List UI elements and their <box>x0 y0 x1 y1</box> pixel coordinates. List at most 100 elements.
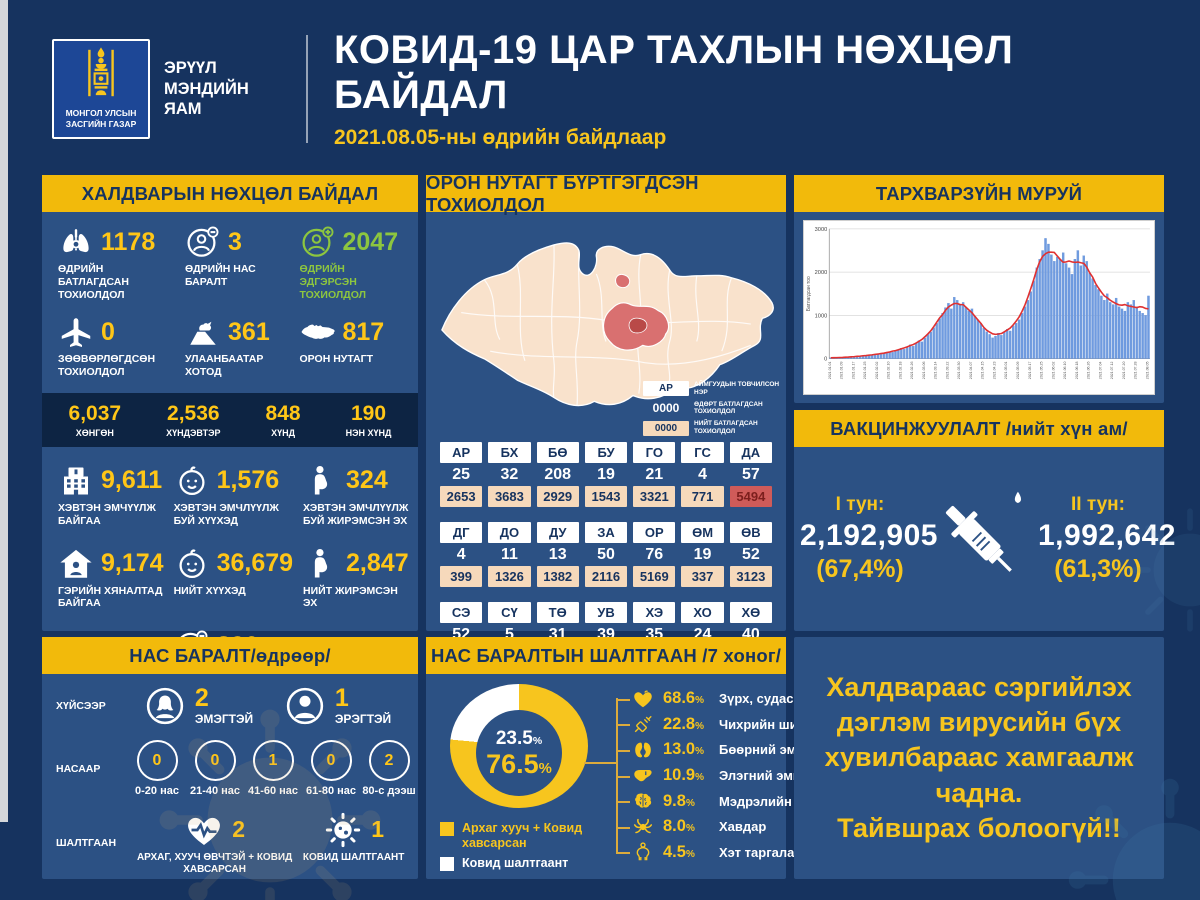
map-legend-label: НИЙТ БАТЛАГДСАН ТОХИОЛДОЛ <box>694 420 758 436</box>
aimag-code: ДУ <box>536 522 579 543</box>
aimag-total-count: 5169 <box>633 566 676 587</box>
stat-label: УЛААНБААТАР ХОТОД <box>185 353 264 379</box>
gender-count: 2 <box>194 684 209 712</box>
age-group-count: 0 <box>310 740 352 781</box>
aimag-code: ДО <box>488 522 531 543</box>
aimag-daily-count: 13 <box>548 546 567 563</box>
stat-item: 1,576 ХЭВТЭН ЭМЧЛҮҮЛЖ БУЙ ХҮҮХЭД <box>174 463 293 528</box>
stat-value: 361 <box>228 317 270 346</box>
age-group-item: 0 0-20 нас <box>128 740 186 798</box>
aimag-group: АР БХ БӨ БУ ГО ГС ДА 25 32 208 19 21 4 57 2653 3683 2929… <box>440 442 772 507</box>
stat-value: 2,847 <box>346 549 409 578</box>
stat-label: ГЭРИЙН ХЯНАЛТАД БАЙГАА <box>58 584 163 610</box>
comorbidity-percent: 68.6% <box>663 689 705 708</box>
death-cause-label: КОВИД ШАЛТГААНТ <box>302 851 405 863</box>
header: МОНГОЛ УЛСЫН ЗАСГИЙН ГАЗАР ЭРҮҮЛ МЭНДИЙН… <box>52 26 1164 152</box>
stat-label: ХЭВТЭН ЭМЧҮҮЛЖ БАЙГАА <box>58 501 156 527</box>
death-cause-label: АРХАГ, ХУУЧ ӨВЧТЭЙ + КОВИД ХАВСАРСАН <box>136 851 293 876</box>
hospital-icon <box>58 463 94 499</box>
aimag-daily-count: 4 <box>456 546 466 563</box>
aimag-code: ТӨ <box>536 602 579 623</box>
gender-item: 2 ЭМЭГТЭЙ <box>143 684 253 728</box>
age-group-label: 41-60 нас <box>247 785 299 797</box>
aimag-daily-count: 5 <box>504 626 514 643</box>
stat-item: 2047 ӨДРИЙН ЭДГЭРСЭН ТОХИОЛДОЛ <box>300 224 405 301</box>
svg-text:3000: 3000 <box>815 227 828 233</box>
comorbidity-percent: 10.9% <box>663 766 705 785</box>
page-title: КОВИД-19 ЦАР ТАХЛЫН НӨХЦӨЛ БАЙДАЛ <box>334 28 1014 117</box>
severity-label: НЭН ХҮНД <box>345 427 392 438</box>
logo-text: МОНГОЛ УЛСЫН ЗАСГИЙН ГАЗАР <box>65 108 137 129</box>
heart-pulse-icon <box>184 810 224 850</box>
svg-text:2021.01.17: 2021.01.17 <box>851 362 855 380</box>
stat-item: 361 УЛААНБААТАР ХОТОД <box>185 314 289 379</box>
aimag-daily-count: 52 <box>741 546 760 563</box>
dose1-value: 2,192,905 <box>800 519 938 552</box>
svg-text:2021.01.01: 2021.01.01 <box>828 362 832 380</box>
map-legend-swatch: 0000 <box>652 401 680 416</box>
aimag-total-count: 771 <box>681 486 724 507</box>
mongolia-map-container: АР АЙМГУУДЫН ТОВЧИЛСОН НЭР 0000 ӨДӨРТ БАТЛА… <box>426 212 786 440</box>
age-group-count: 2 <box>368 740 410 781</box>
aimag-code: АР <box>440 442 483 463</box>
death-cause-count: 1 <box>371 816 384 843</box>
donut-comorbid-pct: 76.5% <box>486 748 552 779</box>
svg-text:2021.01.09: 2021.01.09 <box>839 362 843 380</box>
gender-count: 1 <box>334 684 349 712</box>
age-group-count: 0 <box>194 740 236 781</box>
capital-region <box>628 317 648 334</box>
severity-item: 848 ХҮНД <box>266 402 301 438</box>
age-group-label: 80-с дээш <box>362 785 416 797</box>
dose1-label: I тун: <box>835 494 885 515</box>
virus-icon <box>323 810 363 850</box>
aimag-total-count: 337 <box>681 566 724 587</box>
epidemic-curve-panel: ТАРХВАРЗҮЙН МУРУЙ 0 1000 2000 3000 2021.01.0… <box>794 175 1164 403</box>
severity-value: 190 <box>351 401 387 425</box>
ministry-name: ЭРҮҮЛ МЭНДИЙН ЯАМ <box>164 59 249 119</box>
age-group-count: 0 <box>136 740 178 781</box>
svg-text:2021.03.06: 2021.03.06 <box>922 362 926 380</box>
stat-item: 0 ЗӨӨВӨРЛӨГДСӨН ТОХИОЛДОЛ <box>58 314 175 379</box>
aimag-total-count: 3683 <box>488 486 531 507</box>
epidemic-curve-chart: 0 1000 2000 3000 2021.01.01 2021.01.09 2021.01… <box>803 220 1155 395</box>
gender-item: 1 ЭРЭГТЭЙ <box>283 684 391 728</box>
aimag-daily-count: 19 <box>597 466 615 483</box>
svg-text:2021.04.07: 2021.04.07 <box>969 362 973 380</box>
donut-legend: Архаг хууч + Ковид хавсарсан Ковид шалтга… <box>440 816 598 871</box>
stat-item: 9,174 ГЭРИЙН ХЯНАЛТАД БАЙГАА <box>58 546 164 611</box>
comorbidity-percent: 22.8% <box>663 714 705 733</box>
infection-panel-title: ХАЛДВАРЫН НӨХЦӨЛ БАЙДАЛ <box>42 175 418 212</box>
comorbidity-label: Хэт таргалалт <box>719 844 809 860</box>
death-cause-donut-chart: 23.5% 76.5% <box>450 684 588 808</box>
aimag-total-count: 2653 <box>440 486 483 507</box>
donut-connector-line <box>584 762 616 764</box>
map-legend: АР АЙМГУУДЫН ТОВЧИЛСОН НЭР 0000 ӨДӨРТ БАТЛА… <box>643 378 780 436</box>
regional-cases-panel: ОРОН НУТАГТ БҮРТГЭГДСЭН ТОХИОЛДОЛ <box>426 172 786 667</box>
comorbidity-percent: 13.0% <box>663 740 705 759</box>
aimag-total-count: 2116 <box>584 566 628 587</box>
severity-label: ХӨНГӨН <box>75 427 114 438</box>
government-logo: МОНГОЛ УЛСЫН ЗАСГИЙН ГАЗАР <box>52 39 150 139</box>
baby-icon <box>174 463 210 499</box>
person-minus-icon <box>185 224 221 260</box>
donut-legend-item: Архаг хууч + Ковид хавсарсан <box>440 821 598 851</box>
stat-value: 817 <box>342 317 385 346</box>
aimag-total-count: 1326 <box>488 566 531 587</box>
aimag-daily-count: 11 <box>500 546 518 563</box>
severity-item: 6,037 ХӨНГӨН <box>69 402 122 438</box>
svg-text:2021.04.23: 2021.04.23 <box>992 362 996 380</box>
monument-icon <box>185 314 221 350</box>
svg-text:2021.06.10: 2021.06.10 <box>1063 362 1067 380</box>
severity-value: 6,037 <box>68 401 122 425</box>
aimag-code: ХО <box>681 602 724 623</box>
brain-icon <box>632 790 654 812</box>
comorbidity-row: 13.0% Бөөрний эмгэг <box>616 737 855 763</box>
aimag-total-count: 2929 <box>536 486 579 507</box>
dose2-percent: (61,3%) <box>1054 555 1142 583</box>
aimag-total-count: 3321 <box>633 486 676 507</box>
map-legend-label: АЙМГУУДЫН ТОВЧИЛСОН НЭР <box>694 380 780 396</box>
row-label-age: НАСААР <box>56 762 101 775</box>
svg-text:2021.08.05: 2021.08.05 <box>1145 362 1149 380</box>
aimag-daily-count: 4 <box>698 466 708 483</box>
